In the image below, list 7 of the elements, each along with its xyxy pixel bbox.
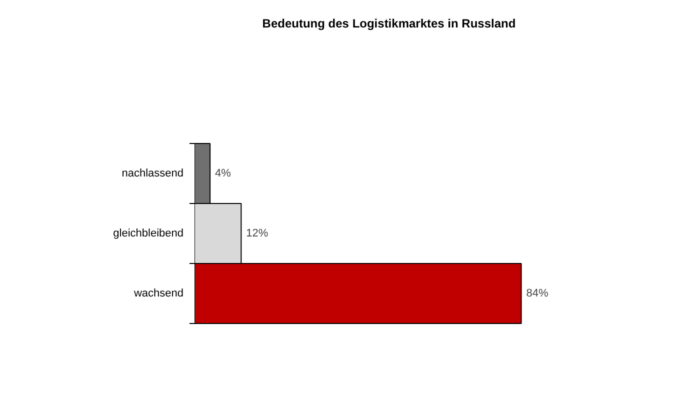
data-label: 12%	[246, 228, 268, 240]
data-label: 4%	[215, 168, 232, 180]
y-tick-label: gleichbleibend	[113, 228, 184, 240]
data-label: 84%	[526, 288, 548, 300]
y-tick-label: wachsend	[132, 288, 184, 300]
chart-title: Bedeutung des Logistikmarktes in Russland	[262, 16, 516, 30]
y-tick-label: nachlassend	[122, 168, 184, 180]
